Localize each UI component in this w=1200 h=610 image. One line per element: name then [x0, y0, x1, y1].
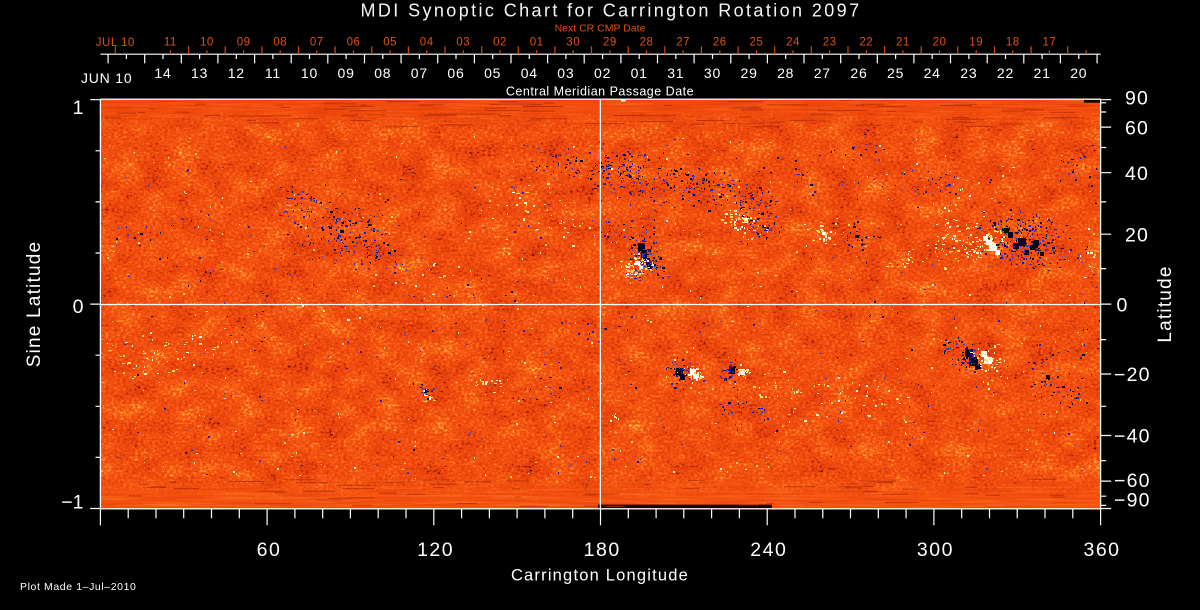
svg-text:Sine Latitude: Sine Latitude	[24, 241, 45, 368]
svg-text:23: 23	[960, 65, 977, 81]
svg-text:−60: −60	[1114, 470, 1151, 492]
svg-text:−20: −20	[1114, 364, 1151, 386]
svg-text:JUL 10: JUL 10	[96, 37, 135, 49]
svg-text:25: 25	[887, 65, 904, 81]
svg-text:01: 01	[530, 37, 544, 49]
svg-text:09: 09	[237, 37, 251, 49]
svg-text:07: 07	[310, 37, 324, 49]
svg-text:04: 04	[420, 37, 434, 49]
svg-text:−1: −1	[61, 492, 83, 514]
svg-text:300: 300	[917, 539, 954, 561]
svg-text:24: 24	[786, 37, 800, 49]
svg-text:05: 05	[383, 37, 397, 49]
svg-text:−40: −40	[1114, 426, 1151, 448]
svg-text:03: 03	[557, 65, 574, 81]
svg-text:02: 02	[493, 37, 507, 49]
svg-text:Plot Made 1–Jul–2010: Plot Made 1–Jul–2010	[20, 581, 137, 593]
svg-text:Next CR CMP Date: Next CR CMP Date	[555, 23, 646, 35]
svg-text:10: 10	[200, 37, 214, 49]
svg-text:01: 01	[631, 65, 648, 81]
svg-text:05: 05	[484, 65, 501, 81]
svg-text:08: 08	[374, 65, 391, 81]
svg-text:−90: −90	[1114, 490, 1151, 512]
svg-text:23: 23	[823, 37, 837, 49]
svg-text:25: 25	[750, 37, 764, 49]
svg-text:09: 09	[338, 65, 355, 81]
svg-text:28: 28	[777, 65, 794, 81]
svg-text:04: 04	[521, 65, 538, 81]
svg-text:21: 21	[1034, 65, 1051, 81]
svg-text:120: 120	[417, 539, 454, 561]
svg-text:10: 10	[301, 65, 318, 81]
svg-text:0: 0	[1117, 294, 1129, 316]
svg-text:29: 29	[603, 37, 617, 49]
svg-text:22: 22	[997, 65, 1014, 81]
svg-text:Central Meridian Passage Date: Central Meridian Passage Date	[506, 85, 694, 99]
svg-text:06: 06	[447, 65, 464, 81]
svg-text:26: 26	[850, 65, 867, 81]
svg-text:28: 28	[640, 37, 654, 49]
svg-text:27: 27	[814, 65, 831, 81]
svg-text:20: 20	[1070, 65, 1087, 81]
svg-text:07: 07	[411, 65, 428, 81]
svg-text:21: 21	[896, 37, 910, 49]
svg-text:60: 60	[257, 539, 282, 561]
svg-text:27: 27	[676, 37, 690, 49]
svg-text:240: 240	[750, 539, 787, 561]
svg-text:60: 60	[1125, 117, 1149, 139]
svg-text:40: 40	[1125, 163, 1149, 185]
svg-text:31: 31	[667, 65, 684, 81]
svg-text:MDI Synoptic Chart for Carring: MDI Synoptic Chart for Carrington Rotati…	[361, 1, 862, 21]
svg-text:03: 03	[456, 37, 470, 49]
svg-text:18: 18	[1006, 37, 1020, 49]
svg-text:19: 19	[969, 37, 983, 49]
svg-text:02: 02	[594, 65, 611, 81]
svg-text:29: 29	[741, 65, 758, 81]
svg-text:1: 1	[73, 97, 84, 119]
svg-text:13: 13	[191, 65, 208, 81]
svg-text:180: 180	[584, 539, 621, 561]
svg-text:Carrington Longitude: Carrington Longitude	[511, 567, 689, 585]
svg-text:22: 22	[859, 37, 873, 49]
svg-text:Latitude: Latitude	[1155, 265, 1176, 342]
svg-text:360: 360	[1083, 539, 1120, 561]
svg-text:26: 26	[713, 37, 727, 49]
svg-text:90: 90	[1125, 87, 1149, 109]
svg-text:0: 0	[73, 296, 84, 318]
svg-text:24: 24	[924, 65, 941, 81]
svg-text:30: 30	[704, 65, 721, 81]
svg-text:12: 12	[228, 65, 245, 81]
svg-text:11: 11	[265, 65, 281, 81]
svg-text:30: 30	[566, 37, 580, 49]
svg-text:11: 11	[164, 37, 177, 49]
svg-text:17: 17	[1043, 37, 1057, 49]
svg-text:20: 20	[933, 37, 947, 49]
svg-text:08: 08	[273, 37, 287, 49]
svg-text:20: 20	[1125, 224, 1149, 246]
svg-text:JUN 10: JUN 10	[81, 70, 132, 86]
svg-text:06: 06	[347, 37, 361, 49]
svg-text:14: 14	[154, 65, 171, 81]
